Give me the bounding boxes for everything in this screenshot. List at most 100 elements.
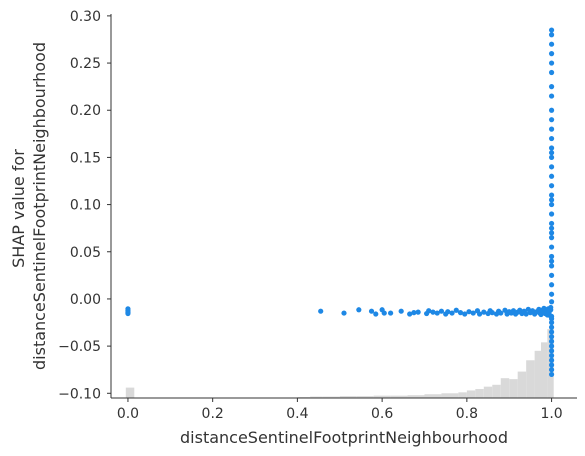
histogram-bar — [500, 378, 510, 398]
data-point — [523, 311, 529, 317]
y-tick-label: 0.15 — [70, 150, 101, 166]
histogram-bars — [125, 329, 554, 398]
data-point — [548, 352, 555, 359]
y-axis-ticks: −0.10 −0.05 0.00 0.05 0.10 0.15 0.20 0.25 0.30 — [58, 9, 111, 402]
data-point — [548, 357, 555, 363]
data-point — [388, 310, 394, 316]
x-tick-label: 0.2 — [202, 406, 224, 422]
data-point — [426, 308, 432, 314]
data-point — [356, 307, 362, 313]
data-point — [548, 304, 554, 311]
data-point — [548, 126, 555, 132]
data-point — [548, 324, 555, 330]
data-point — [548, 154, 555, 161]
data-point — [476, 311, 483, 317]
histogram-bar — [373, 395, 391, 398]
data-point — [548, 60, 555, 66]
histogram-bar — [424, 394, 442, 398]
data-point — [548, 201, 555, 208]
data-point — [548, 362, 555, 368]
y-tick-label: 0.00 — [70, 292, 101, 308]
x-tick-label: 0.4 — [286, 406, 308, 422]
data-point — [489, 310, 495, 316]
data-point — [548, 225, 555, 231]
histogram-bar — [458, 392, 467, 398]
data-point — [548, 253, 555, 260]
histogram-bar — [526, 360, 535, 398]
histogram-bar — [339, 396, 357, 398]
histogram-bar — [407, 395, 425, 398]
y-tick-label: 0.10 — [70, 198, 101, 214]
data-point — [548, 316, 555, 322]
data-point — [466, 309, 472, 315]
data-point — [373, 311, 379, 317]
data-point — [548, 338, 555, 344]
data-point — [548, 173, 555, 179]
data-point — [548, 371, 555, 378]
histogram-bar — [125, 387, 135, 398]
y-tick-label: 0.20 — [70, 103, 101, 119]
histogram-bar — [509, 379, 518, 398]
data-point — [548, 93, 555, 99]
x-axis-ticks: 0.0 0.2 0.4 0.6 0.8 1.0 — [117, 398, 563, 422]
data-point — [548, 334, 555, 340]
data-point — [548, 150, 555, 156]
x-tick-label: 1.0 — [540, 406, 562, 422]
data-point — [548, 220, 555, 227]
histogram-bar — [441, 393, 459, 398]
data-point — [462, 311, 468, 317]
y-tick-label: 0.30 — [70, 9, 101, 25]
data-point — [434, 310, 440, 316]
data-point — [548, 230, 555, 236]
data-point — [453, 307, 459, 313]
data-point — [430, 309, 436, 315]
x-axis-label: distanceSentinelFootprintNeighbourhood — [180, 428, 508, 447]
histogram-bar — [475, 389, 484, 398]
data-point — [438, 308, 445, 314]
histogram-bar — [492, 384, 501, 398]
data-point — [548, 343, 555, 349]
data-point — [548, 197, 555, 203]
data-point — [481, 309, 487, 315]
histogram-bar — [356, 396, 374, 398]
scatter-points — [125, 27, 555, 378]
data-point — [548, 164, 555, 170]
data-point — [548, 84, 555, 90]
data-point — [318, 308, 324, 314]
data-point — [548, 348, 555, 354]
y-axis-label-line-1: SHAP value for — [9, 149, 28, 268]
data-point — [548, 211, 555, 217]
histogram-bar — [517, 371, 527, 398]
data-point — [445, 309, 451, 315]
data-point — [548, 69, 555, 76]
data-point — [548, 235, 555, 241]
y-axis-label: SHAP value for distanceSentinelFootprint… — [9, 42, 49, 370]
data-point — [548, 282, 555, 288]
y-tick-label: −0.10 — [58, 386, 101, 402]
data-point — [548, 291, 555, 297]
data-point — [415, 309, 421, 315]
y-tick-label: 0.05 — [70, 245, 101, 261]
histogram-bar — [310, 396, 323, 398]
data-point — [548, 319, 555, 326]
data-point — [548, 263, 555, 269]
data-point — [498, 310, 504, 316]
histogram-bar — [322, 396, 340, 398]
data-point — [449, 310, 455, 316]
data-point — [548, 272, 555, 278]
data-point — [548, 117, 555, 123]
x-tick-label: 0.0 — [117, 406, 139, 422]
histogram-bar — [390, 395, 408, 398]
data-point — [470, 310, 476, 316]
data-point — [548, 183, 555, 189]
data-point — [381, 310, 387, 316]
data-point — [341, 310, 347, 316]
data-point — [548, 107, 555, 113]
data-point — [125, 310, 131, 317]
data-point — [548, 244, 555, 250]
data-point — [502, 307, 508, 313]
data-point — [398, 308, 404, 314]
data-point — [548, 192, 555, 198]
axes — [110, 14, 577, 399]
